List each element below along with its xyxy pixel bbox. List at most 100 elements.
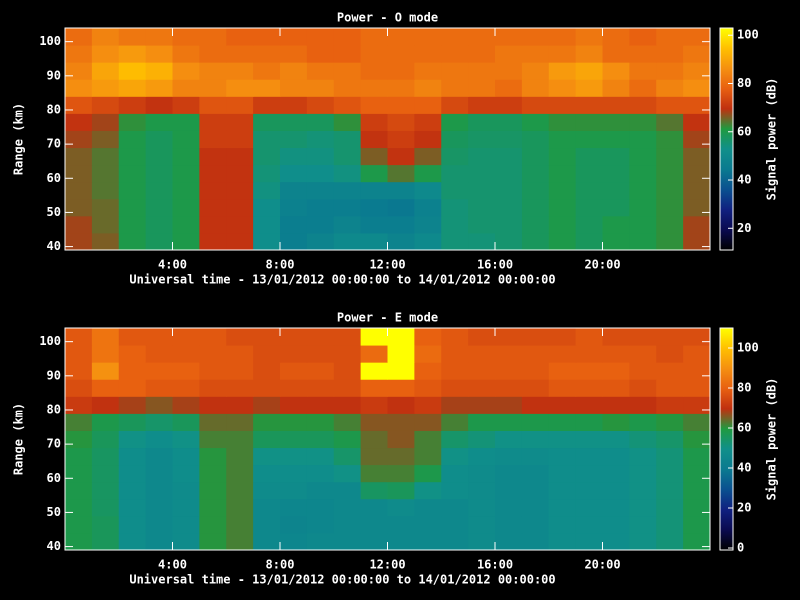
cell xyxy=(253,164,281,183)
cell xyxy=(387,464,415,483)
cell xyxy=(683,328,711,346)
panel: Power - E mode 4:00 8:00 12:00 16:00 20:00 Uni… xyxy=(12,311,779,587)
cell xyxy=(629,362,657,380)
cell xyxy=(387,198,415,217)
cell xyxy=(280,164,308,183)
cell xyxy=(333,28,362,46)
cell xyxy=(65,79,93,97)
cell xyxy=(360,396,388,414)
cell xyxy=(118,79,147,97)
cell xyxy=(575,215,603,234)
cell xyxy=(521,181,550,200)
cell xyxy=(414,62,442,80)
cell xyxy=(656,532,684,551)
cell xyxy=(495,447,523,466)
cell xyxy=(495,515,523,534)
cell xyxy=(387,113,415,131)
cell xyxy=(414,464,442,483)
cell xyxy=(172,28,200,46)
cell xyxy=(414,413,442,431)
colorbar xyxy=(720,328,733,550)
cell xyxy=(65,215,93,234)
x-tick-label: 16:00 xyxy=(477,558,513,572)
y-tick-label: 90 xyxy=(47,68,61,82)
cell xyxy=(495,464,523,483)
cell xyxy=(629,515,657,534)
cell xyxy=(226,62,254,80)
cell xyxy=(548,498,577,517)
cell xyxy=(306,232,335,251)
cell xyxy=(172,515,200,534)
cell xyxy=(575,45,603,63)
cell xyxy=(145,45,173,63)
cell xyxy=(65,164,93,183)
cell xyxy=(548,430,577,449)
cell xyxy=(548,328,577,346)
cell xyxy=(226,232,254,251)
cell xyxy=(333,447,362,466)
cell xyxy=(414,532,442,551)
cell xyxy=(575,113,603,131)
cell xyxy=(145,79,173,97)
cell xyxy=(602,464,630,483)
cell xyxy=(602,164,630,183)
x-tick-label: 12:00 xyxy=(369,258,405,272)
cell xyxy=(602,532,630,551)
cell xyxy=(441,79,469,97)
cell xyxy=(91,232,120,251)
cell xyxy=(629,464,657,483)
cell xyxy=(65,130,93,149)
cell xyxy=(683,113,711,131)
colorbar xyxy=(720,28,733,250)
cell xyxy=(441,379,469,397)
cell xyxy=(145,232,173,251)
cell xyxy=(333,413,362,431)
cell xyxy=(414,362,442,380)
cell xyxy=(306,430,335,449)
colorbar-frame xyxy=(719,327,734,551)
cell xyxy=(306,532,335,551)
cell xyxy=(602,198,630,217)
cell xyxy=(253,430,281,449)
cell xyxy=(575,181,603,200)
cell xyxy=(199,396,227,414)
cell xyxy=(360,215,388,234)
y-tick-label: 80 xyxy=(47,402,61,416)
cell xyxy=(602,28,630,46)
cell xyxy=(656,181,684,200)
cell xyxy=(683,232,711,251)
cell xyxy=(199,181,227,200)
cell xyxy=(280,532,308,551)
cell xyxy=(468,96,496,114)
cell xyxy=(253,345,281,363)
cell xyxy=(145,130,173,149)
cell xyxy=(656,113,684,131)
cell xyxy=(333,164,362,183)
colorbar-tick-label: 0 xyxy=(737,541,744,555)
cell xyxy=(683,198,711,217)
cell xyxy=(65,362,93,380)
cell xyxy=(226,532,254,551)
cell xyxy=(226,96,254,114)
cell xyxy=(199,147,227,166)
cell xyxy=(333,79,362,97)
cell xyxy=(495,147,523,166)
cell xyxy=(118,198,147,217)
cell xyxy=(280,328,308,346)
cell xyxy=(172,447,200,466)
cell xyxy=(548,447,577,466)
cell xyxy=(333,515,362,534)
cell xyxy=(548,215,577,234)
cell xyxy=(548,362,577,380)
cell xyxy=(495,45,523,63)
cell xyxy=(65,379,93,397)
cell xyxy=(495,328,523,346)
cell xyxy=(253,413,281,431)
cell xyxy=(65,28,93,46)
cell xyxy=(387,379,415,397)
cell xyxy=(387,232,415,251)
cell xyxy=(387,130,415,149)
cell xyxy=(602,96,630,114)
cell xyxy=(226,147,254,166)
cell xyxy=(91,447,120,466)
